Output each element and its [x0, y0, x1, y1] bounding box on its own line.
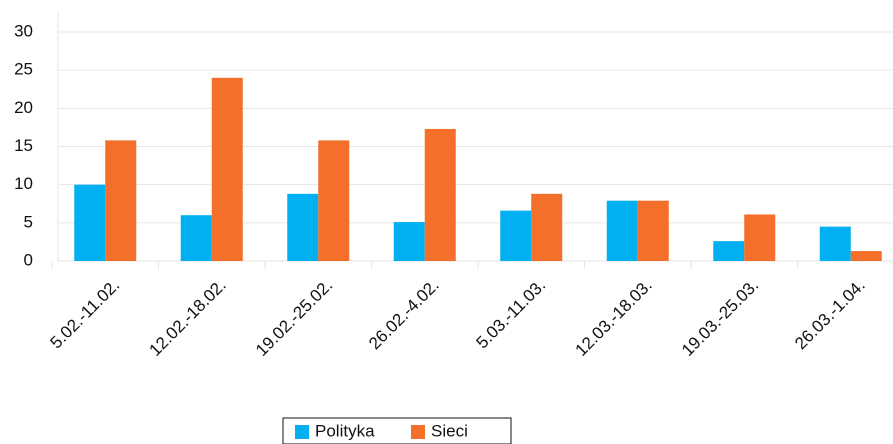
y-tick-label: 15 [14, 136, 33, 155]
y-tick-label: 20 [14, 98, 33, 117]
bar [74, 184, 106, 261]
bar [713, 241, 745, 261]
bar [105, 140, 137, 261]
bar [819, 226, 851, 261]
y-tick-label: 10 [14, 174, 33, 193]
bar [531, 193, 563, 261]
legend-swatch [411, 425, 425, 439]
bar [606, 200, 638, 261]
bar [211, 77, 243, 261]
bar [500, 210, 532, 261]
bar [637, 200, 669, 261]
bar [424, 128, 456, 261]
legend-label: Sieci [431, 421, 468, 440]
y-tick-label: 30 [14, 21, 33, 40]
legend-box [282, 417, 512, 444]
bar [287, 193, 319, 261]
x-tick-label: 12.03.-18.03. [571, 276, 655, 360]
x-tick-label: 19.02.-25.02. [252, 276, 336, 360]
x-tick-label: 19.03.-25.03. [678, 276, 762, 360]
bar [850, 251, 882, 261]
legend-label: Polityka [315, 421, 375, 440]
x-tick-label: 5.03.-11.03. [473, 276, 550, 353]
y-tick-label: 25 [14, 60, 33, 79]
x-tick-label: 26.03.-1.04. [791, 276, 869, 354]
x-tick-label: 5.02.-11.02. [47, 276, 124, 353]
bar [393, 222, 425, 261]
bar [744, 214, 776, 261]
x-tick-label: 26.02.-4.02. [365, 276, 443, 354]
bar [180, 215, 212, 261]
y-tick-label: 5 [24, 212, 33, 231]
bar [318, 140, 350, 261]
x-tick-label: 12.02.-18.02. [145, 276, 229, 360]
legend-swatch [295, 425, 309, 439]
y-tick-label: 0 [24, 250, 33, 269]
